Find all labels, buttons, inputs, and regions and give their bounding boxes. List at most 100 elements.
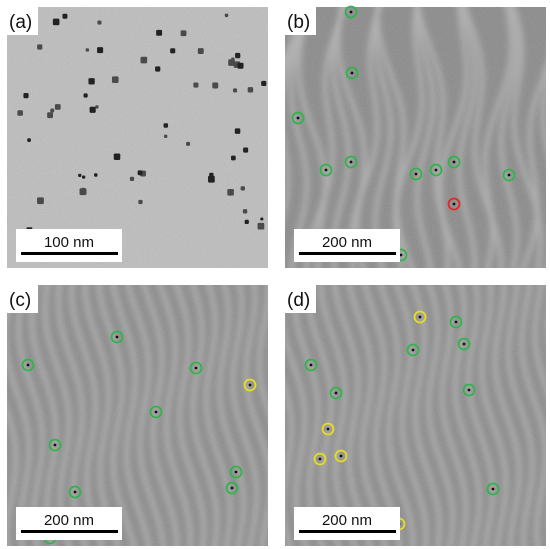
marker-dot [399, 253, 403, 257]
panel-label: (d) [287, 290, 310, 311]
marker-dot [234, 470, 238, 474]
label-box [285, 7, 316, 35]
marker-dot [418, 315, 422, 319]
marker-ring [110, 330, 124, 344]
particle [54, 104, 61, 110]
particle [129, 176, 135, 182]
marker-dot [324, 168, 328, 172]
particle [23, 93, 29, 99]
scale-box [294, 507, 400, 540]
stripe [0, 265, 3, 549]
marker-ring [319, 163, 333, 177]
particle [137, 170, 143, 176]
particle [224, 13, 229, 18]
marker-dot [350, 71, 354, 75]
marker-ring [304, 358, 318, 372]
marker-dot [26, 363, 30, 367]
marker-ring [68, 485, 82, 499]
particle [37, 44, 43, 50]
particle [94, 173, 98, 177]
marker-ring [449, 315, 463, 329]
particle [242, 209, 248, 214]
marker-ring [48, 438, 62, 452]
particle [113, 153, 121, 161]
micrograph [285, 285, 546, 546]
particle [237, 62, 244, 69]
marker-dot [454, 320, 458, 324]
marker-ring [345, 66, 359, 80]
marker-ring [149, 405, 163, 419]
particle [78, 173, 82, 178]
marker-ring [406, 343, 420, 357]
scale-bar [21, 252, 118, 255]
labels: (a) 100 nm (b) 200 nm (c) 200 nm (d) 200 nm [7, 7, 400, 540]
noise [285, 285, 546, 546]
particle [89, 106, 96, 113]
particle [163, 123, 169, 128]
marker-dot [452, 160, 456, 164]
marker-ring [462, 383, 476, 397]
marker-ring [502, 168, 516, 182]
particle [209, 172, 214, 178]
particle [234, 128, 241, 134]
particle [244, 219, 249, 225]
particle [170, 48, 176, 54]
scale-label: 200 nm [44, 512, 94, 529]
marker-dot [194, 366, 198, 370]
marker-ring [291, 111, 305, 125]
particle [197, 48, 204, 55]
particle [27, 138, 31, 142]
marker-dot [339, 454, 343, 458]
scale-label: 200 nm [322, 512, 372, 529]
marker-dot [349, 10, 353, 14]
marker-ring [329, 386, 343, 400]
particle [193, 82, 199, 88]
particle [88, 78, 95, 85]
particle [261, 80, 267, 87]
marker-ring [457, 337, 471, 351]
label-box [7, 285, 38, 313]
noise [285, 7, 546, 268]
particle [97, 20, 102, 25]
marker-dot [349, 160, 353, 164]
particle [164, 134, 168, 139]
label-box [285, 285, 316, 313]
particle [52, 18, 60, 26]
marker-ring [409, 167, 423, 181]
marker-dot [334, 391, 338, 395]
marker-ring [334, 449, 348, 463]
particle [232, 88, 238, 93]
particle [247, 87, 254, 93]
marker-dot [434, 168, 438, 172]
marker-dot [467, 388, 471, 392]
marker-dot [154, 410, 158, 414]
scale-label: 200 nm [322, 234, 372, 251]
noise [7, 285, 268, 546]
scale-box [294, 229, 400, 262]
scale-label: 100 nm [44, 234, 94, 251]
scale-bar [299, 252, 396, 255]
scale-box [16, 229, 122, 262]
marker-ring [313, 452, 327, 466]
particle [243, 147, 249, 153]
marker-ring [189, 361, 203, 375]
marker-dot [296, 116, 300, 120]
particle [85, 48, 90, 52]
marker-dot [414, 172, 418, 176]
marker-dot [318, 457, 322, 461]
particle [81, 187, 85, 191]
marker-ring [229, 465, 243, 479]
particle [155, 66, 161, 72]
particle [50, 108, 55, 113]
marker-ring [243, 378, 257, 392]
particle [83, 93, 88, 98]
marker-dot [326, 427, 330, 431]
marker-dot [452, 202, 456, 206]
marker-ring [344, 155, 358, 169]
particle [95, 105, 99, 109]
particle [180, 30, 187, 37]
marker-dot [230, 486, 234, 490]
particle [111, 76, 119, 83]
particle [231, 155, 236, 161]
